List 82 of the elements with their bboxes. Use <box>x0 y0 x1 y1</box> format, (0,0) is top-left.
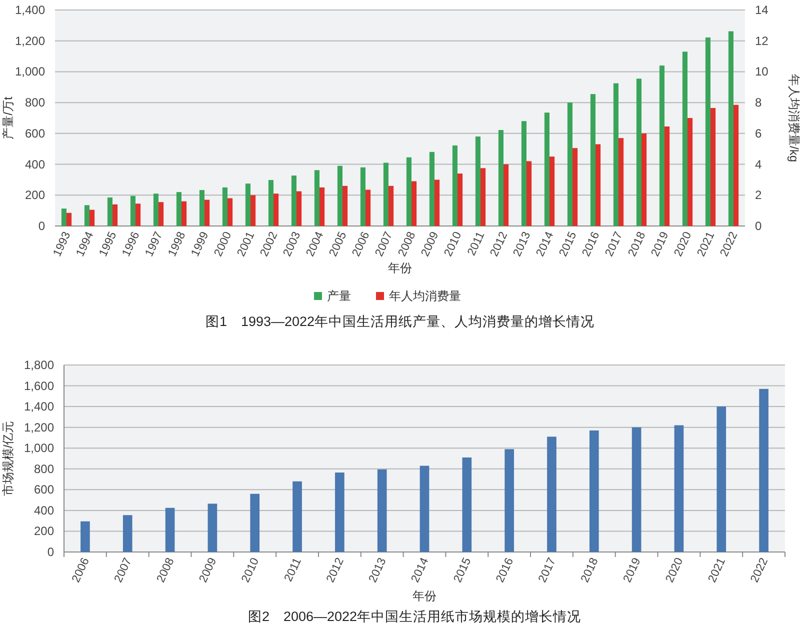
y-tick-label: 0 <box>38 219 46 233</box>
x-tick-label: 2006 <box>350 230 372 258</box>
y-tick-label: 1,800 <box>24 358 54 372</box>
x-tick-label: 2022 <box>748 556 771 584</box>
x-tick-label: 2018 <box>579 556 601 584</box>
x-tick-label: 2011 <box>466 230 488 258</box>
x-tick-label: 2022 <box>718 230 740 258</box>
y-tick-label: 1,600 <box>24 378 54 393</box>
y-tick-label: 400 <box>34 503 54 518</box>
y2-tick-label: 4 <box>755 157 762 172</box>
x-tick-label: 2011 <box>282 556 304 584</box>
y2-tick-label: 0 <box>755 219 762 233</box>
x-tick-label: 2005 <box>328 230 350 258</box>
y2-axis-title: 年人均消费量/kg <box>787 74 800 162</box>
x-tick-label: 2007 <box>374 230 396 258</box>
x-tick-label: 2014 <box>534 230 556 258</box>
y-axis-title: 产量/万t <box>1 96 15 140</box>
x-tick-label: 2021 <box>696 230 718 258</box>
x-tick-label: 2013 <box>512 230 534 258</box>
y-tick-label: 1,400 <box>14 3 46 17</box>
y-tick-label: 0 <box>47 545 54 559</box>
x-axis-title: 年份 <box>412 589 436 603</box>
x-tick-label: 2003 <box>282 230 304 258</box>
text: 图1 1993—2022年中国生活用纸产量、人均消费量的增长情况 <box>205 314 595 329</box>
x-tick-label: 2012 <box>488 230 510 258</box>
x-tick-label: 2020 <box>672 230 694 258</box>
x-tick-label: 2009 <box>197 556 220 584</box>
x-tick-label: 2014 <box>410 556 432 584</box>
y-tick-label: 600 <box>24 126 46 140</box>
x-tick-label: 2016 <box>580 230 602 258</box>
y-tick-label: 1,000 <box>24 441 54 456</box>
y-tick-label: 200 <box>24 188 46 202</box>
x-tick-label: 2004 <box>304 230 326 258</box>
x-tick-label: 2010 <box>240 556 262 584</box>
x-tick-label: 2018 <box>626 230 648 258</box>
x-tick-label: 2013 <box>367 556 389 584</box>
x-tick-label: 2001 <box>236 230 258 258</box>
x-tick-label: 2008 <box>155 556 177 584</box>
y-tick-label: 200 <box>34 524 54 538</box>
x-tick-label: 1993 <box>52 230 74 258</box>
y-tick-label: 400 <box>24 157 46 172</box>
y2-tick-label: 12 <box>755 34 769 48</box>
x-tick-label: 1998 <box>166 230 188 258</box>
x-tick-label: 2012 <box>324 556 346 584</box>
x-tick-label: 2020 <box>664 556 686 584</box>
y-tick-label: 800 <box>24 96 46 110</box>
x-tick-label: 1997 <box>144 230 166 258</box>
y-axis-title: 市场规模/亿元 <box>1 420 15 496</box>
y2-tick-label: 6 <box>755 126 762 140</box>
y-tick-label: 1,000 <box>14 64 46 79</box>
x-tick-label: 2008 <box>396 230 418 258</box>
x-tick-label: 2015 <box>558 230 580 258</box>
text: 图2 2006—2022年中国生活用纸市场规模的增长情况 <box>248 609 582 624</box>
x-tick-label: 2019 <box>622 556 644 584</box>
x-tick-label: 2010 <box>442 230 464 258</box>
x-axis-title: 年份 <box>388 261 412 275</box>
x-tick-label: 1996 <box>120 230 142 258</box>
y-tick-label: 1,400 <box>24 400 54 414</box>
x-tick-label: 1994 <box>74 230 96 258</box>
x-tick-label: 2009 <box>420 230 442 258</box>
x-tick-label: 2019 <box>650 230 672 258</box>
y2-tick-label: 14 <box>755 3 769 17</box>
x-tick-label: 2017 <box>536 556 558 584</box>
x-tick-label: 1999 <box>190 230 212 258</box>
x-tick-label: 2016 <box>494 556 516 584</box>
x-tick-label: 1995 <box>98 230 120 258</box>
legend-label: 产量 <box>327 289 351 303</box>
y-tick-label: 1,200 <box>24 420 54 434</box>
x-tick-label: 2007 <box>112 556 134 584</box>
legend-label: 年人均消费量 <box>389 289 461 303</box>
y-tick-label: 800 <box>34 462 54 476</box>
x-tick-label: 2002 <box>258 230 280 258</box>
y2-tick-label: 8 <box>755 96 762 110</box>
y2-tick-label: 2 <box>755 188 762 202</box>
x-tick-label: 2015 <box>452 556 474 584</box>
x-tick-label: 2021 <box>706 556 728 584</box>
y-tick-label: 1,200 <box>14 34 46 48</box>
x-tick-label: 2017 <box>604 230 626 258</box>
y-tick-label: 600 <box>34 482 54 497</box>
x-tick-label: 2006 <box>70 556 92 584</box>
x-tick-label: 2000 <box>212 230 234 258</box>
y2-tick-label: 10 <box>755 64 769 79</box>
